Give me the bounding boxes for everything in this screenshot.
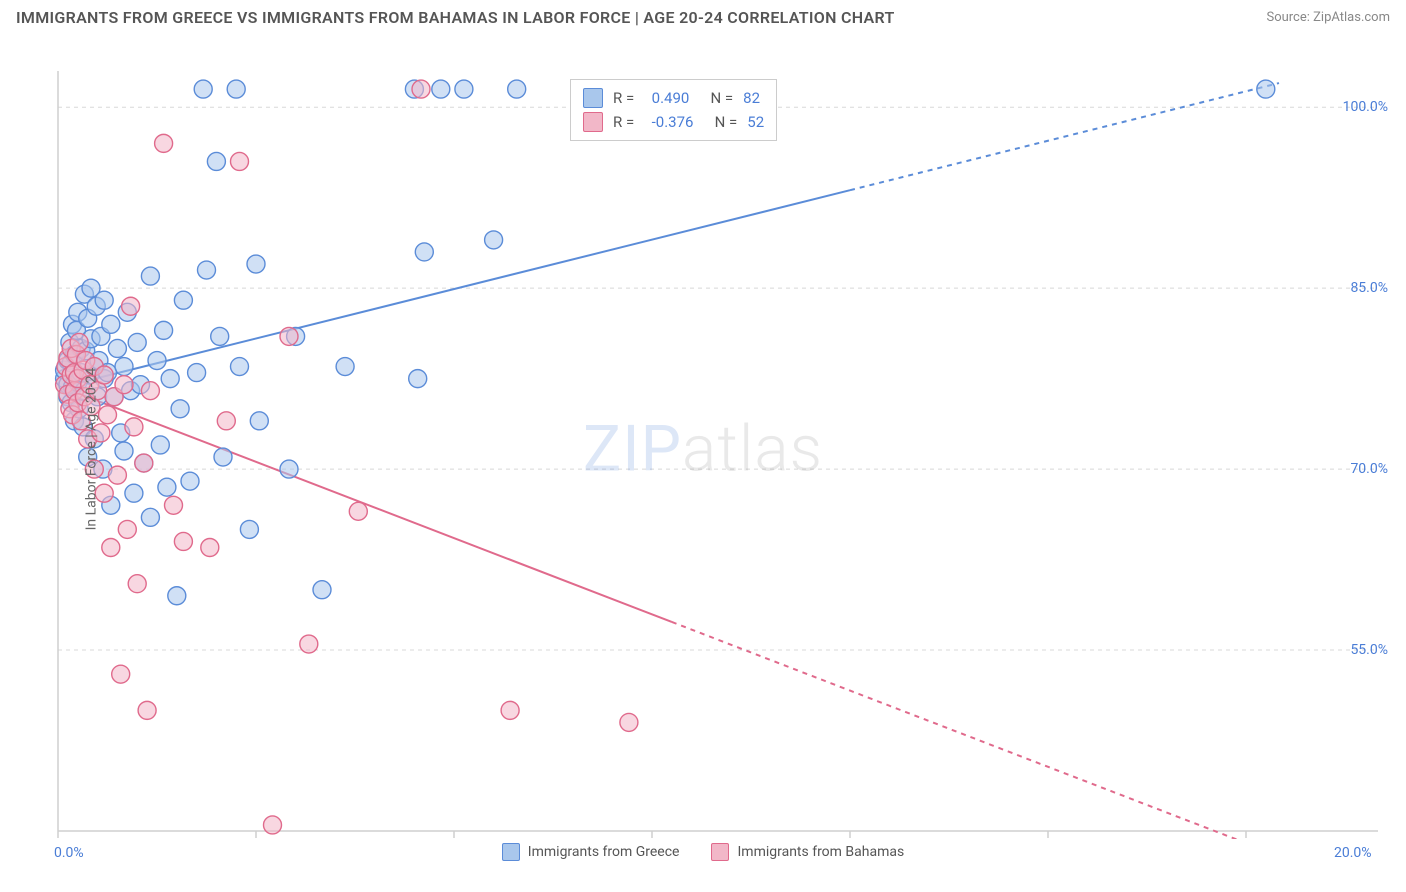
corr-swatch (583, 112, 603, 132)
y-tick-label: 55.0% (1350, 642, 1388, 658)
y-tick-label: 100.0% (1343, 99, 1388, 115)
corr-r-value: 0.490 (652, 86, 690, 110)
legend-item-greece: Immigrants from Greece (502, 843, 680, 861)
chart-area: In Labor Force | Age 20-24 ZIPatlas R = … (0, 31, 1406, 867)
legend-item-bahamas: Immigrants from Bahamas (711, 843, 904, 861)
y-tick-label: 85.0% (1350, 280, 1388, 296)
corr-swatch (583, 88, 603, 108)
title-bar: IMMIGRANTS FROM GREECE VS IMMIGRANTS FRO… (0, 0, 1406, 31)
corr-row-bahamas: R = -0.376 N = 52 (583, 110, 764, 134)
corr-r-label: R = (613, 86, 642, 110)
corr-n-value: 52 (747, 110, 764, 134)
source-label: Source: ZipAtlas.com (1266, 10, 1390, 25)
corr-r-value: -0.376 (652, 110, 694, 134)
corr-n-label: N = (699, 86, 733, 110)
y-axis-label: In Labor Force | Age 20-24 (83, 368, 99, 531)
corr-n-value: 82 (743, 86, 760, 110)
series-legend: Immigrants from Greece Immigrants from Ba… (0, 843, 1406, 861)
corr-n-label: N = (703, 110, 737, 134)
y-tick-label: 70.0% (1350, 461, 1388, 477)
legend-swatch (502, 843, 520, 861)
legend-text: Immigrants from Bahamas (737, 844, 904, 860)
legend-text: Immigrants from Greece (528, 844, 680, 860)
correlation-legend: R = 0.490 N = 82R = -0.376 N = 52 (570, 79, 777, 141)
corr-r-label: R = (613, 110, 642, 134)
legend-swatch (711, 843, 729, 861)
chart-title: IMMIGRANTS FROM GREECE VS IMMIGRANTS FRO… (16, 8, 895, 27)
corr-row-greece: R = 0.490 N = 82 (583, 86, 764, 110)
scatter-plot (0, 31, 1386, 839)
